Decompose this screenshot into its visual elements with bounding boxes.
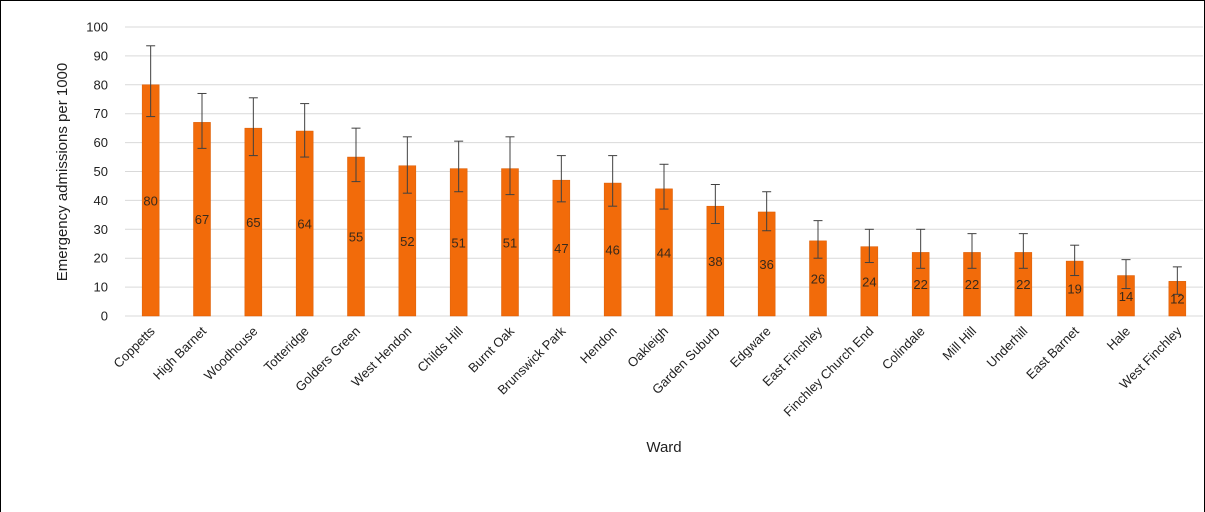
data-label: 26 [811,271,825,286]
x-category-label: Colindale [879,324,928,373]
data-label: 65 [246,215,260,230]
data-label: 22 [913,277,927,292]
x-category-label: Underhill [984,323,1031,370]
x-category-label: Oakleigh [624,324,671,371]
y-tick-label: 20 [94,251,108,266]
x-category-label: Burnt Oak [465,323,517,375]
data-label: 14 [1119,289,1133,304]
data-label: 51 [451,235,465,250]
y-tick-label: 0 [101,309,108,324]
data-label: 36 [759,257,773,272]
data-label: 46 [605,243,619,258]
data-label: 22 [1016,277,1030,292]
x-category-label: Woodhouse [201,324,261,384]
x-axis-title: Ward [646,439,681,456]
y-tick-label: 30 [94,222,108,237]
x-category-label: Childs Hill [414,323,466,375]
y-tick-label: 40 [94,193,108,208]
data-label: 55 [349,230,363,245]
y-tick-label: 10 [94,280,108,295]
x-category-label: Hendon [577,324,620,367]
data-label: 38 [708,254,722,269]
error-bars [146,45,1182,295]
data-label: 51 [503,235,517,250]
y-tick-label: 100 [86,20,108,35]
data-label: 44 [657,245,671,260]
data-label: 67 [195,212,209,227]
x-category-label: Hale [1104,324,1134,354]
data-label: 64 [297,217,311,232]
x-category-label: East Barnet [1023,323,1082,382]
x-category-label: Mill Hill [939,323,979,363]
y-tick-label: 80 [94,77,108,92]
y-tick-label: 50 [94,164,108,179]
y-tick-label: 90 [94,48,108,63]
x-category-label: Coppetts [110,323,158,371]
y-tick-labels: 0 10 20 30 40 50 60 70 80 90 100 [86,20,108,324]
data-label: 24 [862,274,876,289]
y-tick-label: 60 [94,135,108,150]
x-category-label: Totteridge [261,324,312,375]
data-label: 12 [1170,292,1184,307]
data-label: 80 [143,193,157,208]
x-category-label: Finchley Church End [781,324,877,420]
y-tick-label: 70 [94,106,108,121]
x-category-label: Edgware [727,324,774,371]
data-label: 52 [400,234,414,249]
data-label: 22 [965,277,979,292]
y-axis-title: Emergency admissions per 1000 [54,63,71,281]
data-label: 47 [554,241,568,256]
x-category-label: High Barnet [150,323,209,382]
bars [141,84,1187,317]
data-labels: 80 67 65 64 55 52 51 51 47 46 44 38 36 26 24 22 22 22 19 14… [143,193,1184,306]
data-label: 19 [1067,282,1081,297]
